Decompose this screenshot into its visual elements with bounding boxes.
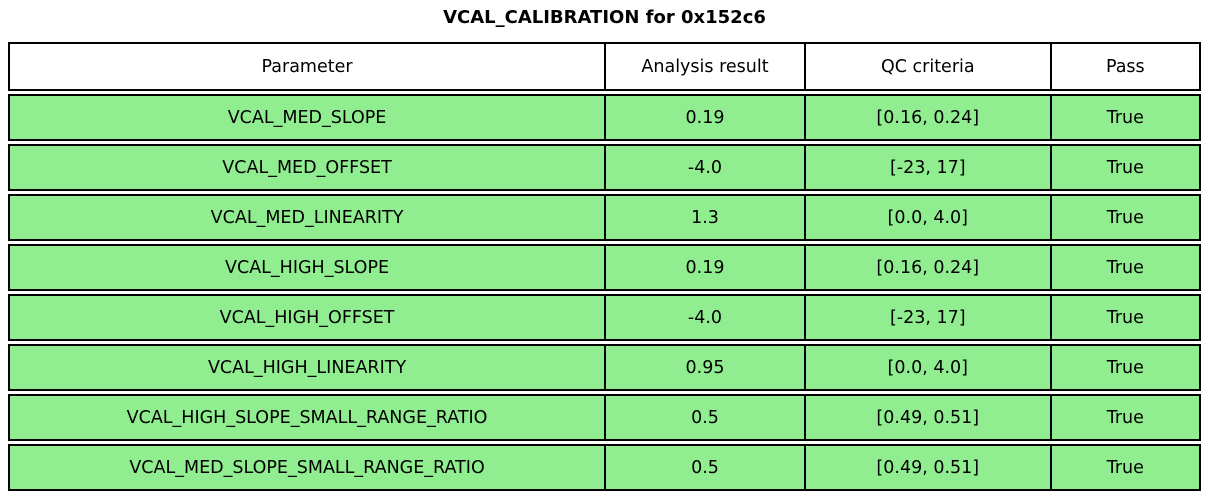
table-row: VCAL_MED_OFFSET -4.0 [-23, 17] True bbox=[8, 144, 1201, 191]
pass-cell: True bbox=[1050, 144, 1201, 191]
parameter-cell: VCAL_MED_SLOPE_SMALL_RANGE_RATIO bbox=[8, 444, 606, 491]
result-cell: 0.19 bbox=[605, 94, 805, 141]
parameter-cell: VCAL_HIGH_SLOPE bbox=[8, 244, 606, 291]
criteria-cell: [0.16, 0.24] bbox=[804, 94, 1051, 141]
table-row: VCAL_HIGH_LINEARITY 0.95 [0.0, 4.0] True bbox=[8, 344, 1201, 391]
result-cell: 0.5 bbox=[605, 444, 805, 491]
parameter-cell: VCAL_MED_OFFSET bbox=[8, 144, 606, 191]
criteria-cell: [0.0, 4.0] bbox=[804, 194, 1051, 241]
criteria-cell: [-23, 17] bbox=[804, 144, 1051, 191]
qc-results-table: Parameter Analysis result QC criteria Pa… bbox=[8, 42, 1201, 491]
table-header-row: Parameter Analysis result QC criteria Pa… bbox=[8, 42, 1201, 91]
criteria-cell: [-23, 17] bbox=[804, 294, 1051, 341]
chart-title: VCAL_CALIBRATION for 0x152c6 bbox=[443, 7, 766, 28]
pass-cell: True bbox=[1050, 394, 1201, 441]
criteria-cell: [0.16, 0.24] bbox=[804, 244, 1051, 291]
pass-cell: True bbox=[1050, 444, 1201, 491]
header-cell-analysis-result: Analysis result bbox=[605, 42, 805, 91]
criteria-cell: [0.49, 0.51] bbox=[804, 394, 1051, 441]
pass-cell: True bbox=[1050, 194, 1201, 241]
header-cell-pass: Pass bbox=[1050, 42, 1201, 91]
pass-cell: True bbox=[1050, 244, 1201, 291]
parameter-cell: VCAL_HIGH_SLOPE_SMALL_RANGE_RATIO bbox=[8, 394, 606, 441]
table-row: VCAL_MED_SLOPE 0.19 [0.16, 0.24] True bbox=[8, 94, 1201, 141]
table-row: VCAL_MED_LINEARITY 1.3 [0.0, 4.0] True bbox=[8, 194, 1201, 241]
parameter-cell: VCAL_MED_SLOPE bbox=[8, 94, 606, 141]
header-cell-parameter: Parameter bbox=[8, 42, 606, 91]
table-row: VCAL_HIGH_SLOPE 0.19 [0.16, 0.24] True bbox=[8, 244, 1201, 291]
result-cell: -4.0 bbox=[605, 294, 805, 341]
pass-cell: True bbox=[1050, 344, 1201, 391]
header-cell-qc-criteria: QC criteria bbox=[804, 42, 1051, 91]
table-row: VCAL_HIGH_SLOPE_SMALL_RANGE_RATIO 0.5 [0… bbox=[8, 394, 1201, 441]
result-cell: 1.3 bbox=[605, 194, 805, 241]
result-cell: 0.19 bbox=[605, 244, 805, 291]
table-row: VCAL_HIGH_OFFSET -4.0 [-23, 17] True bbox=[8, 294, 1201, 341]
parameter-cell: VCAL_MED_LINEARITY bbox=[8, 194, 606, 241]
pass-cell: True bbox=[1050, 94, 1201, 141]
criteria-cell: [0.0, 4.0] bbox=[804, 344, 1051, 391]
table-row: VCAL_MED_SLOPE_SMALL_RANGE_RATIO 0.5 [0.… bbox=[8, 444, 1201, 491]
parameter-cell: VCAL_HIGH_LINEARITY bbox=[8, 344, 606, 391]
parameter-cell: VCAL_HIGH_OFFSET bbox=[8, 294, 606, 341]
result-cell: 0.5 bbox=[605, 394, 805, 441]
result-cell: -4.0 bbox=[605, 144, 805, 191]
criteria-cell: [0.49, 0.51] bbox=[804, 444, 1051, 491]
pass-cell: True bbox=[1050, 294, 1201, 341]
result-cell: 0.95 bbox=[605, 344, 805, 391]
